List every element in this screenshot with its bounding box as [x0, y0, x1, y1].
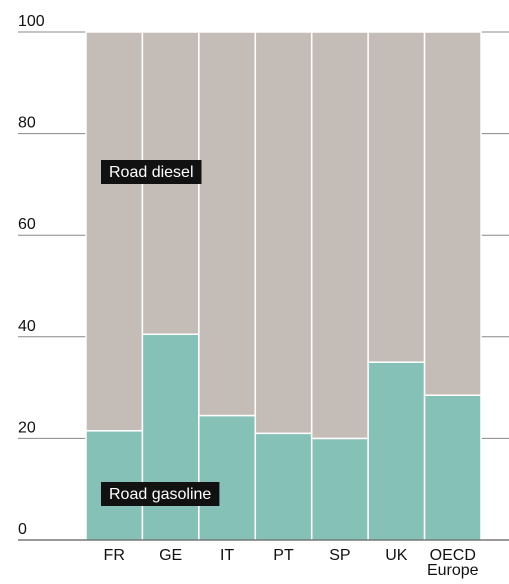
y-tick-label: 0 [18, 521, 27, 538]
series-label-gasoline: Road gasoline [101, 482, 220, 506]
y-tick-label: 60 [18, 216, 36, 233]
series-label-diesel-background [101, 160, 202, 184]
x-category-label: UK [385, 547, 408, 564]
bar-diesel-oecd-europe [423, 31, 482, 396]
y-tick-label: 20 [18, 419, 36, 436]
x-category-label: SP [329, 547, 350, 564]
bar-diesel-fr [85, 31, 144, 432]
x-category-label: PT [273, 547, 294, 564]
y-tick-label: 40 [18, 318, 36, 335]
x-category-label: FR [104, 547, 125, 564]
y-tick-label: 80 [18, 115, 36, 132]
y-axis-tick-labels: 0 20 40 60 80 100 [18, 13, 45, 538]
x-category-label: OECD Europe [427, 547, 479, 579]
bar-diesel-pt [254, 31, 313, 435]
series-label-gasoline-background [101, 482, 220, 506]
bar-gasoline-pt [254, 432, 313, 541]
x-axis-category-labels: FR GE IT PT SP UK OECD Europe [104, 547, 479, 579]
x-category-label: GE [159, 547, 182, 564]
bar-diesel-it [198, 31, 257, 417]
bars [85, 31, 482, 541]
bar-gasoline-it [198, 414, 257, 541]
series-label-diesel-text: Road diesel [109, 164, 194, 181]
bar-gasoline-ge [141, 333, 200, 541]
bar-gasoline-oecd-europe [423, 394, 482, 541]
series-label-gasoline-text: Road gasoline [109, 486, 211, 503]
y-tick-label: 100 [18, 13, 45, 30]
bar-diesel-sp [310, 31, 369, 440]
x-category-label: IT [220, 547, 234, 564]
bar-diesel-uk [367, 31, 426, 363]
bar-gasoline-sp [310, 437, 369, 541]
series-label-diesel: Road diesel [101, 160, 202, 184]
bar-gasoline-uk [367, 361, 426, 541]
